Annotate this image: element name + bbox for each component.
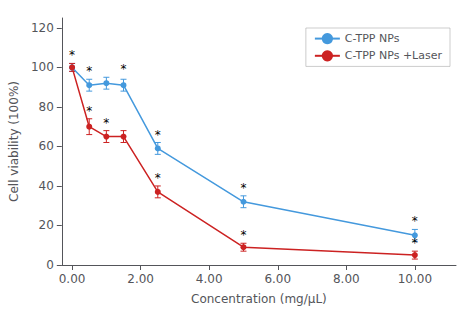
svg-text:0: 0 — [46, 258, 54, 272]
svg-text:*: * — [103, 116, 109, 130]
svg-text:10.00: 10.00 — [398, 272, 432, 286]
svg-text:C-TPP NPs: C-TPP NPs — [345, 32, 400, 45]
svg-text:80: 80 — [39, 100, 54, 114]
svg-text:20: 20 — [39, 218, 54, 232]
svg-text:*: * — [412, 236, 418, 250]
svg-text:8.00: 8.00 — [333, 272, 360, 286]
svg-text:*: * — [155, 128, 161, 142]
svg-text:*: * — [69, 48, 75, 62]
svg-text:*: * — [155, 171, 161, 185]
svg-text:*: * — [240, 228, 246, 242]
svg-text:*: * — [412, 214, 418, 228]
svg-text:0.00: 0.00 — [59, 272, 86, 286]
svg-text:*: * — [240, 181, 246, 195]
svg-text:C-TPP NPs +Laser: C-TPP NPs +Laser — [345, 49, 443, 62]
svg-text:Concentration (mg/μL): Concentration (mg/μL) — [191, 292, 327, 306]
svg-text:Cell viability (100%): Cell viability (100%) — [7, 81, 21, 202]
svg-text:40: 40 — [39, 179, 54, 193]
svg-text:6.00: 6.00 — [264, 272, 291, 286]
svg-text:60: 60 — [39, 139, 54, 153]
svg-text:100: 100 — [31, 60, 54, 74]
svg-text:120: 120 — [31, 21, 54, 35]
svg-text:*: * — [121, 62, 127, 76]
svg-text:4.00: 4.00 — [196, 272, 223, 286]
svg-text:*: * — [86, 64, 92, 78]
svg-text:*: * — [86, 104, 92, 118]
svg-text:2.00: 2.00 — [127, 272, 154, 286]
